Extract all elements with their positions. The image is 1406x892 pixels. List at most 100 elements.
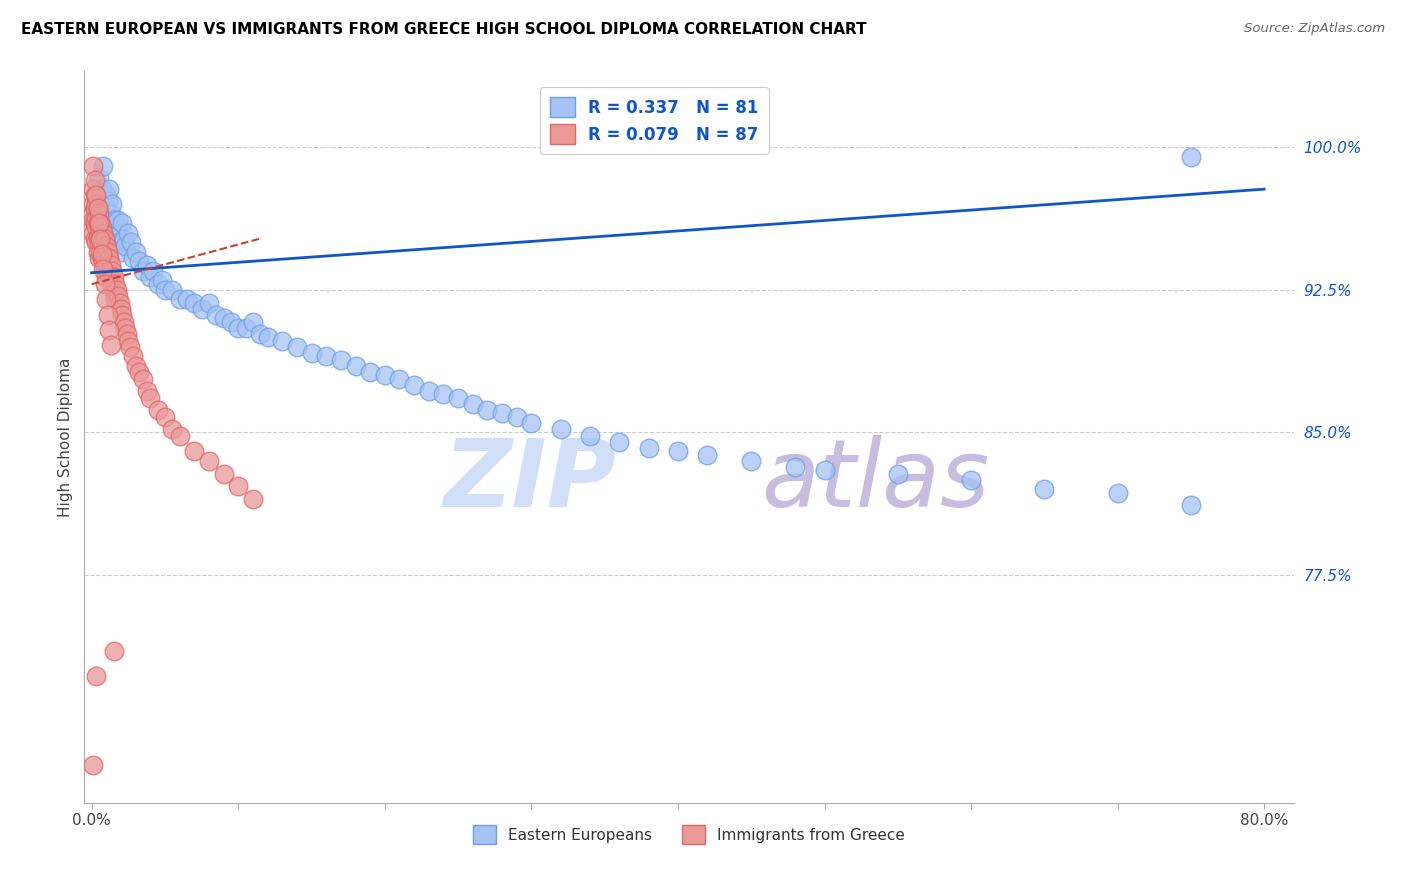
Point [82,207,104,221]
Point [93,262,115,277]
Point [404,377,426,392]
Point [94,277,117,292]
Point [87,251,110,265]
Point [169,429,191,443]
Point [388,372,411,386]
Point [447,391,470,405]
Point [162,421,184,435]
Point [249,326,271,341]
Point [107,212,129,227]
Point [212,311,235,326]
Point [89,231,111,245]
Point [96,293,118,307]
Point [120,235,142,250]
Text: ZIP: ZIP [443,435,616,527]
Point [83,201,105,215]
Point [84,205,107,219]
Point [110,301,132,316]
Point [637,441,659,455]
Point [235,321,257,335]
Point [91,235,114,250]
Point [344,359,367,373]
Point [100,258,122,272]
Point [82,226,104,240]
Text: atlas: atlas [762,435,990,526]
Point [86,201,108,215]
Point [960,473,983,487]
Point [83,231,105,245]
Point [96,269,118,284]
Point [146,277,169,292]
Point [96,239,118,253]
Point [105,220,128,235]
Point [91,220,114,235]
Point [93,159,115,173]
Point [124,244,146,259]
Point [105,283,128,297]
Point [1180,498,1202,512]
Point [121,349,143,363]
Point [477,402,499,417]
Point [82,197,104,211]
Point [1107,486,1129,500]
Point [97,194,120,208]
Point [150,273,173,287]
Point [114,239,136,253]
Point [176,293,198,307]
Point [89,244,111,259]
Point [89,216,111,230]
Point [1033,483,1056,497]
Point [285,340,308,354]
Point [121,251,143,265]
Point [87,220,110,235]
Point [86,244,108,259]
Point [491,406,513,420]
Point [183,444,205,458]
Point [118,340,141,354]
Point [103,644,125,658]
Point [271,334,294,348]
Point [82,182,104,196]
Point [242,315,264,329]
Point [84,211,107,225]
Point [84,220,107,235]
Point [112,231,135,245]
Point [169,293,191,307]
Point [139,391,162,405]
Point [520,416,543,430]
Point [212,467,235,482]
Point [87,216,110,230]
Point [89,187,111,202]
Point [329,353,352,368]
Point [506,410,529,425]
Point [111,216,134,230]
Point [96,187,118,202]
Point [183,296,205,310]
Point [98,182,121,196]
Point [94,246,117,260]
Point [226,321,249,335]
Point [86,229,108,244]
Point [461,397,484,411]
Point [86,216,108,230]
Point [103,212,125,227]
Point [100,207,122,221]
Legend: Eastern Europeans, Immigrants from Greece: Eastern Europeans, Immigrants from Greec… [467,819,911,850]
Point [84,187,107,202]
Text: EASTERN EUROPEAN VS IMMIGRANTS FROM GREECE HIGH SCHOOL DIPLOMA CORRELATION CHART: EASTERN EUROPEAN VS IMMIGRANTS FROM GREE… [21,22,866,37]
Point [579,429,602,443]
Point [91,246,114,260]
Point [132,264,155,278]
Point [103,269,125,284]
Point [226,478,249,492]
Point [101,264,124,278]
Point [139,269,162,284]
Point [374,368,396,383]
Point [607,434,630,449]
Point [315,349,337,363]
Point [82,212,104,227]
Point [83,172,105,186]
Point [98,323,121,337]
Point [84,197,107,211]
Point [740,454,762,468]
